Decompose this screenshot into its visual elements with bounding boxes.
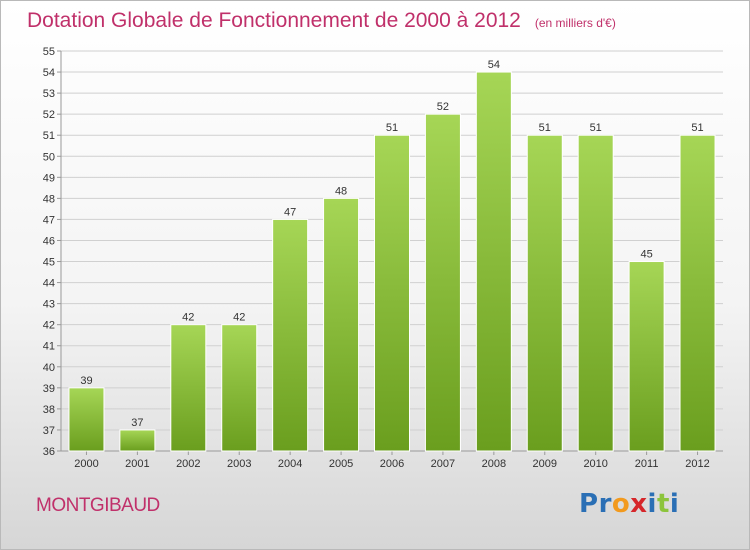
bar-value-label: 51 [386,122,398,134]
y-tick-label: 49 [43,172,55,184]
logo-letter: r [598,489,612,519]
bar-value-label: 51 [691,122,703,134]
y-tick-label: 37 [43,425,55,437]
bar-value-label: 48 [335,185,347,197]
bar-value-label: 51 [590,122,602,134]
bar-2001 [119,429,156,452]
y-tick-label: 53 [43,88,55,100]
bar-2000 [68,387,105,452]
proxiti-logo: Proxiti [579,489,679,519]
y-tick-label: 50 [43,151,55,163]
y-tick-label: 42 [43,320,55,332]
commune-name: MONTGIBAUD [36,495,160,516]
y-tick-label: 43 [43,299,55,311]
bar-labels: 39 37 42 42 47 48 51 52 54 51 51 45 51 [80,59,703,429]
x-tick-label: 2002 [176,458,200,470]
x-tick-label: 2009 [533,458,557,470]
x-tick-label: 2011 [635,458,659,470]
y-tick-label: 45 [43,257,55,269]
logo-letter: P [579,489,599,519]
y-tick-label: 48 [43,193,55,205]
y-tick-label: 38 [43,404,55,416]
bar-2010 [577,134,614,452]
y-tick-label: 44 [43,278,55,290]
bars [68,71,716,452]
y-tick-label: 40 [43,362,55,374]
bar-value-label: 39 [80,375,92,387]
bar-2006 [374,134,410,452]
logo-letter: o [611,489,631,519]
y-tick-label: 54 [43,67,55,79]
x-tick-label: 2003 [227,458,251,470]
y-tick-label: 36 [43,446,55,458]
bar-2002 [170,324,207,452]
logo-letter: i [647,489,657,519]
y-tick-label: 41 [43,341,55,353]
chart-title: Dotation Globale de Fonctionnement de 20… [27,9,616,33]
chart-unit: (en milliers d'€) [534,16,616,30]
y-tick-label: 39 [43,383,55,395]
bar-value-label: 47 [284,206,296,218]
bar-value-label: 54 [488,59,500,71]
y-tick-label: 47 [43,214,55,226]
bar-value-label: 37 [131,417,143,429]
bar-value-label: 42 [233,312,245,324]
bar-2012 [679,134,716,452]
logo-letter: t [656,489,670,519]
x-tick-label: 2000 [74,458,98,470]
x-tick-label: 2008 [482,458,506,470]
y-tick-label: 52 [43,109,55,121]
logo-letter: x [630,489,648,519]
bar-value-label: 51 [539,122,551,134]
y-tick-label: 46 [43,235,55,247]
bar-2011 [628,261,665,452]
bar-value-label: 52 [437,101,449,113]
x-tick-label: 2010 [583,458,607,470]
y-tick-label: 55 [43,46,55,58]
bar-2008 [475,71,512,452]
x-tick-label: 2004 [278,458,302,470]
x-tick-label: 2007 [431,458,455,470]
bar-2004 [272,218,309,452]
y-tick-label: 51 [43,130,55,142]
x-tick-label: 2006 [380,458,404,470]
bar-value-label: 45 [640,249,652,261]
logo-letter: i [669,489,680,519]
bar-2009 [526,134,563,452]
bar-2007 [424,113,461,452]
x-tick-label: 2001 [125,458,149,470]
bar-2003 [221,324,258,452]
x-tick-label: 2005 [329,458,353,470]
bar-2005 [323,197,360,452]
x-tick-label: 2012 [685,458,709,470]
bar-value-label: 42 [182,312,194,324]
chart-title-text: Dotation Globale de Fonctionnement de 20… [27,9,521,32]
